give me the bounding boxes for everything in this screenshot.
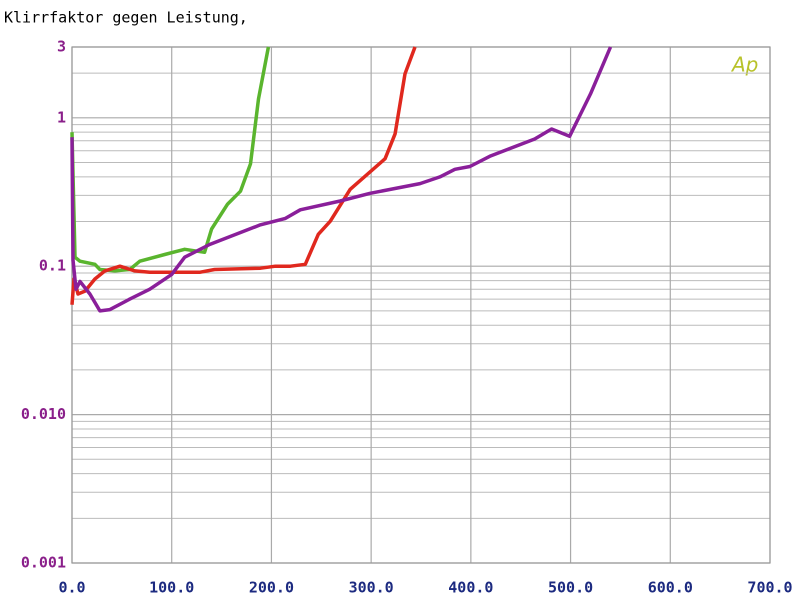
series-line: [70, 46, 613, 313]
series-line: [70, 46, 417, 305]
y-tick-label: 1: [57, 108, 66, 126]
logo: Ap: [730, 53, 758, 77]
x-tick-label: 500.0: [548, 579, 593, 597]
y-tick-label: 0.010: [21, 405, 66, 423]
x-tick-label: 700.0: [747, 579, 792, 597]
x-tick-label: 300.0: [349, 579, 394, 597]
x-tick-label: 400.0: [448, 579, 493, 597]
x-tick-label: 200.0: [249, 579, 294, 597]
x-tick-label: 0.0: [58, 579, 85, 597]
chart-title: Klirrfaktor gegen Leistung,: [4, 9, 248, 27]
series-line: [70, 46, 271, 273]
plot-frame: [71, 46, 771, 564]
y-tick-label: 0.001: [21, 554, 66, 572]
x-tick-label: 100.0: [149, 579, 194, 597]
y-tick-label: 0.1: [39, 257, 66, 275]
y-tick-label: 3: [57, 38, 66, 56]
x-tick-label: 600.0: [648, 579, 693, 597]
